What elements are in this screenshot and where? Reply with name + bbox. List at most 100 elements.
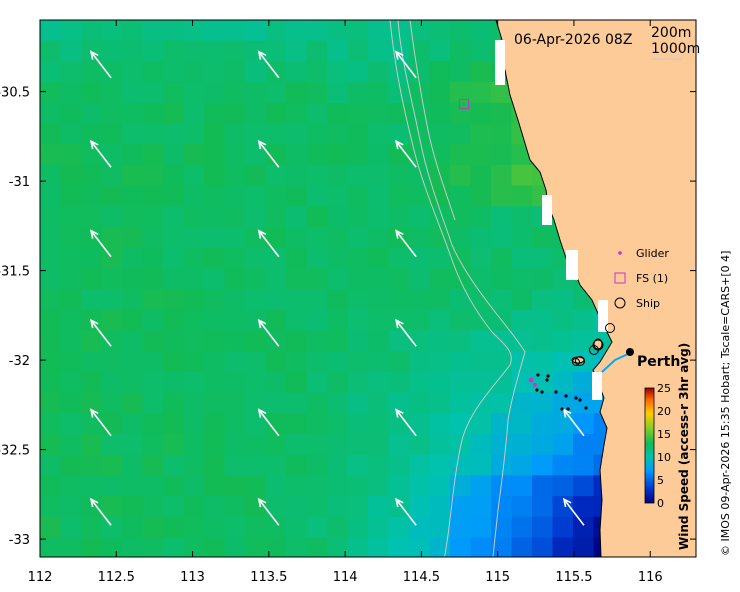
wind-arrow (395, 408, 417, 437)
wind-arrow (89, 139, 112, 168)
wind-speed-cell (40, 40, 62, 62)
wind-speed-cell (347, 40, 369, 62)
wind-speed-cell (101, 371, 123, 394)
wind-speed-cell (306, 206, 328, 228)
wind-speed-cell (40, 123, 62, 145)
wind-speed-cell (532, 371, 554, 394)
wind-speed-cell (368, 516, 390, 539)
wind-speed-cell (81, 516, 103, 539)
wind-speed-cell (163, 392, 185, 414)
wind-speed-cell (429, 351, 451, 373)
wind-speed-cell (409, 227, 431, 249)
wind-arrow (562, 408, 585, 437)
wind-speed-cell (122, 309, 144, 332)
wind-speed-cell (388, 185, 410, 207)
x-tick-label: 112.5 (98, 570, 135, 585)
wind-speed-cell (573, 392, 595, 414)
wind-speed-cell (470, 123, 492, 145)
wind-speed-cell (552, 475, 574, 497)
wind-speed-cell (224, 330, 246, 352)
wind-speed-cell (450, 351, 472, 373)
wind-arrow (257, 318, 280, 347)
wind-speed-cell (204, 82, 226, 104)
wind-speed-cell (265, 20, 287, 42)
wind-speed-cell (265, 289, 287, 311)
wind-speed-cell (163, 537, 185, 557)
wind-speed-cell (101, 413, 123, 435)
wind-speed-cell (60, 413, 82, 435)
wind-speed-cell (142, 516, 164, 539)
wind-speed-cell (101, 227, 123, 249)
wind-speed-cell (204, 516, 226, 539)
wind-speed-cell (142, 496, 164, 518)
wind-speed-cell (204, 330, 226, 352)
wind-speed-cell (511, 516, 533, 539)
wind-speed-cell (327, 454, 349, 476)
wind-speed-cell (60, 516, 82, 539)
wind-speed-cell (429, 144, 451, 166)
depth-label-200m: 200m (651, 25, 691, 41)
wind-speed-cell (347, 496, 369, 518)
wind-speed-cell (163, 413, 185, 435)
wind-speed-cell (429, 434, 451, 456)
wind-speed-cell (388, 164, 410, 187)
wind-speed-cell (142, 309, 164, 332)
wind-speed-cell (327, 351, 349, 373)
wind-speed-cell (183, 144, 205, 166)
wind-speed-cell (573, 309, 595, 332)
wind-speed-cell (163, 102, 185, 125)
wind-speed-cell (306, 268, 328, 290)
observations (459, 99, 615, 411)
wind-speed-cell (552, 289, 574, 311)
wind-speed-cell (265, 206, 287, 228)
wind-arrow (257, 50, 280, 79)
wind-speed-cell (409, 475, 431, 497)
contour-1000m (389, 20, 512, 557)
wind-speed-cell (450, 227, 472, 249)
wind-speed-cell (142, 102, 164, 125)
wind-speed-cell (552, 330, 574, 352)
wind-speed-cell (101, 185, 123, 207)
wind-speed-cell (552, 537, 574, 557)
wind-speed-cell (245, 330, 267, 352)
wind-speed-cell (347, 144, 369, 166)
wind-speed-cell (81, 82, 103, 104)
wind-speed-cell (245, 371, 267, 394)
wind-speed-cell (388, 268, 410, 290)
wind-speed-cell (101, 392, 123, 414)
wind-speed-cell (368, 454, 390, 476)
wind-speed-cell (470, 537, 492, 557)
wind-speed-cell (265, 102, 287, 125)
wind-speed-cell (60, 434, 82, 456)
wind-speed-cell (122, 454, 144, 476)
wind-speed-cell (101, 351, 123, 373)
wind-speed-cell (368, 247, 390, 269)
wind-speed-cell (511, 268, 533, 290)
wind-speed-cell (142, 351, 164, 373)
wind-speed-cell (532, 247, 554, 269)
wind-speed-cell (101, 40, 123, 62)
contour-inner (409, 20, 456, 221)
wind-speed-cell (429, 82, 451, 104)
legend-ship-label: Ship (636, 297, 660, 310)
wind-speed-cell (450, 268, 472, 290)
wind-speed-cell (368, 496, 390, 518)
wind-speed-cell (224, 102, 246, 125)
wind-speed-cell (245, 268, 267, 290)
wind-speed-cell (286, 164, 308, 187)
wind-speed-cell (142, 164, 164, 187)
wind-speed-cell (286, 434, 308, 456)
wind-arrow (89, 408, 112, 437)
wind-speed-cell (183, 537, 205, 557)
wind-speed-cell (306, 82, 328, 104)
wind-speed-cell (204, 247, 226, 269)
wind-speed-cell (245, 413, 267, 435)
wind-arrow (395, 50, 417, 79)
colorbar-ticks: 0 5 10 15 20 25 (657, 382, 671, 510)
wind-speed-cell (409, 82, 431, 104)
wind-speed-cell (327, 475, 349, 497)
wind-speed-cell (368, 413, 390, 435)
wind-speed-cell (204, 20, 226, 42)
wind-speed-cell (183, 206, 205, 228)
wind-speed-cell (286, 496, 308, 518)
